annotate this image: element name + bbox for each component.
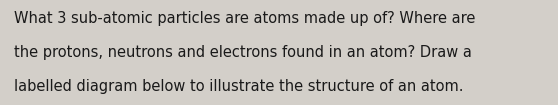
Text: What 3 sub-atomic particles are atoms made up of? Where are: What 3 sub-atomic particles are atoms ma… xyxy=(14,11,475,26)
Text: labelled diagram below to illustrate the structure of an atom.: labelled diagram below to illustrate the… xyxy=(14,79,464,94)
Text: the protons, neutrons and electrons found in an atom? Draw a: the protons, neutrons and electrons foun… xyxy=(14,45,472,60)
